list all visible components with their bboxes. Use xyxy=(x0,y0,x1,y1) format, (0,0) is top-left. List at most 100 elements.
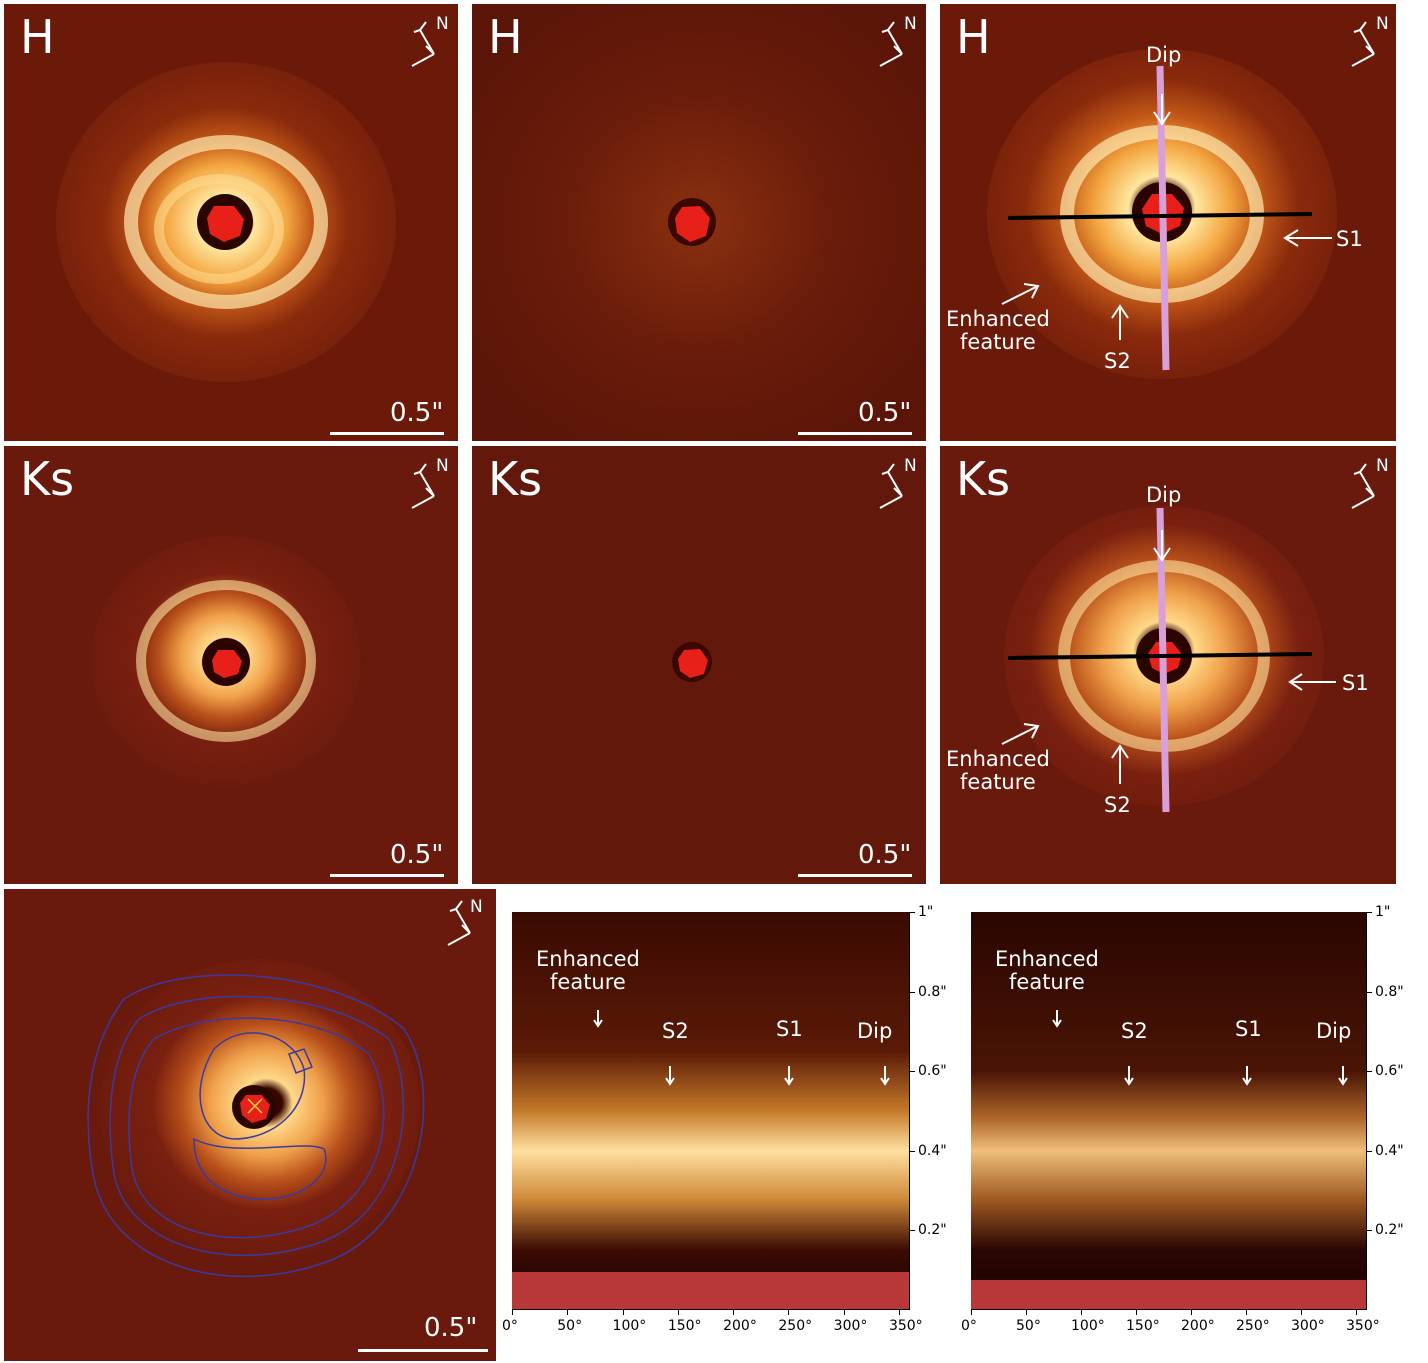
y-tick-mark xyxy=(910,1071,915,1073)
x-tick-mark xyxy=(1356,1310,1357,1315)
dip-label: Dip xyxy=(1146,483,1182,507)
y-tick-mark xyxy=(910,991,915,993)
x-tick-mark xyxy=(677,1310,679,1315)
y-tick-label: 0.6" xyxy=(918,1063,947,1080)
band-label: Ks xyxy=(488,452,543,506)
y-tick-mark xyxy=(910,1230,915,1232)
scale-label: 0.5" xyxy=(858,840,912,870)
scale-bar xyxy=(798,432,912,435)
panel-ks-residual: Ks N 0.5" xyxy=(472,446,926,884)
s2-label: S2 xyxy=(662,1019,689,1043)
compass-icon xyxy=(404,16,454,71)
x-tick-label: 200° xyxy=(1181,1318,1215,1334)
x-tick-mark xyxy=(1136,1310,1137,1315)
y-tick-label: 0.2" xyxy=(1375,1222,1404,1239)
panel-ks-polarized: Ks N 0.5" xyxy=(4,446,458,884)
panel-h-residual: H N 0.5" xyxy=(472,4,926,441)
scale-label: 0.5" xyxy=(390,398,444,428)
polar-map-1: Enhanced feature S2 S1 Dip xyxy=(512,912,910,1310)
x-tick-mark xyxy=(1301,1310,1302,1315)
enhanced-feature-label: Enhanced feature xyxy=(995,947,1099,995)
band-label: Ks xyxy=(20,452,75,506)
x-tick-label: 200° xyxy=(723,1318,757,1334)
scale-label: 0.5" xyxy=(858,398,912,428)
x-tick-mark xyxy=(843,1310,845,1315)
s1-label: S1 xyxy=(1342,671,1369,695)
axis-frame xyxy=(971,912,1367,1310)
x-tick-label: 100° xyxy=(612,1318,647,1334)
y-tick-label: 1" xyxy=(1375,904,1391,920)
compass-north-label: N xyxy=(436,456,449,476)
s1-label: S1 xyxy=(1336,227,1363,251)
compass-icon xyxy=(440,895,490,950)
s2-label: S2 xyxy=(1104,349,1131,373)
compass-icon xyxy=(1344,458,1394,513)
disk-image-annotated xyxy=(940,4,1396,441)
x-tick-label: 50° xyxy=(557,1318,583,1334)
scale-bar xyxy=(798,874,912,877)
x-tick-mark xyxy=(1191,1310,1192,1315)
x-tick-mark xyxy=(788,1310,790,1315)
dip-label: Dip xyxy=(1146,43,1182,67)
x-tick-label: 0° xyxy=(961,1318,977,1334)
y-tick-mark xyxy=(1367,1071,1372,1073)
disk-image xyxy=(4,4,458,441)
s2-label: S2 xyxy=(1104,793,1131,817)
compass-icon xyxy=(872,458,922,513)
scale-label: 0.5" xyxy=(390,840,444,870)
x-tick-mark xyxy=(971,1310,972,1315)
panel-h-annotated: H N Dip S1 S2 Enhanced feature xyxy=(940,4,1396,441)
compass-north-label: N xyxy=(904,14,917,34)
y-tick-label: 0.2" xyxy=(918,1222,947,1239)
contour-image xyxy=(4,889,496,1361)
x-tick-mark xyxy=(1026,1310,1027,1315)
s2-label: S2 xyxy=(1121,1019,1148,1043)
panel-contour: N 0.5" xyxy=(4,889,496,1361)
compass-north-label: N xyxy=(1376,456,1389,476)
scale-bar xyxy=(330,432,444,435)
x-tick-mark xyxy=(512,1310,513,1315)
y-tick-mark xyxy=(1367,1230,1372,1232)
polar-map-2: Enhanced feature S2 S1 Dip xyxy=(971,912,1367,1310)
s1-label: S1 xyxy=(776,1017,803,1041)
y-tick-label: 0.4" xyxy=(1375,1142,1404,1159)
x-tick-label: 150° xyxy=(1126,1318,1160,1334)
x-tick-label: 350° xyxy=(1346,1318,1380,1334)
y-tick-label: 0.6" xyxy=(1375,1063,1404,1080)
residual-image xyxy=(472,446,926,884)
compass-icon xyxy=(1344,16,1394,71)
y-tick-label: 0.4" xyxy=(918,1142,947,1159)
x-tick-label: 0° xyxy=(502,1318,518,1334)
axis-frame xyxy=(512,912,910,1310)
y-tick-mark xyxy=(1367,1150,1372,1152)
disk-image xyxy=(4,446,458,884)
compass-north-label: N xyxy=(470,897,483,917)
compass-north-label: N xyxy=(436,14,449,34)
band-label: H xyxy=(956,10,991,64)
scale-label: 0.5" xyxy=(424,1313,478,1343)
x-tick-mark xyxy=(733,1310,735,1315)
x-tick-label: 300° xyxy=(833,1318,868,1334)
band-label: Ks xyxy=(956,452,1011,506)
y-tick-mark xyxy=(1367,912,1372,913)
scale-bar xyxy=(358,1349,488,1352)
x-tick-mark xyxy=(1246,1310,1247,1315)
residual-image xyxy=(472,4,926,441)
x-tick-label: 250° xyxy=(1236,1318,1270,1334)
s1-label: S1 xyxy=(1235,1017,1262,1041)
y-tick-mark xyxy=(1367,991,1372,993)
enhanced-feature-label: Enhanced feature xyxy=(946,747,1050,795)
panel-ks-annotated: Ks N Dip S1 S2 Enhanced feature xyxy=(940,446,1396,884)
y-tick-label: 1" xyxy=(918,904,934,920)
disk-image-annotated xyxy=(940,446,1396,884)
band-label: H xyxy=(488,10,523,64)
feature-arrows xyxy=(593,1010,890,1086)
x-tick-mark xyxy=(622,1310,624,1315)
panel-h-polarized: H N 0.5" xyxy=(4,4,458,441)
x-tick-mark xyxy=(1081,1310,1082,1315)
polar-map-image xyxy=(512,912,910,1310)
y-tick-mark xyxy=(910,912,915,913)
enhanced-feature-label: Enhanced feature xyxy=(946,307,1050,355)
x-tick-mark xyxy=(898,1310,900,1315)
feature-arrows xyxy=(1052,1010,1348,1086)
